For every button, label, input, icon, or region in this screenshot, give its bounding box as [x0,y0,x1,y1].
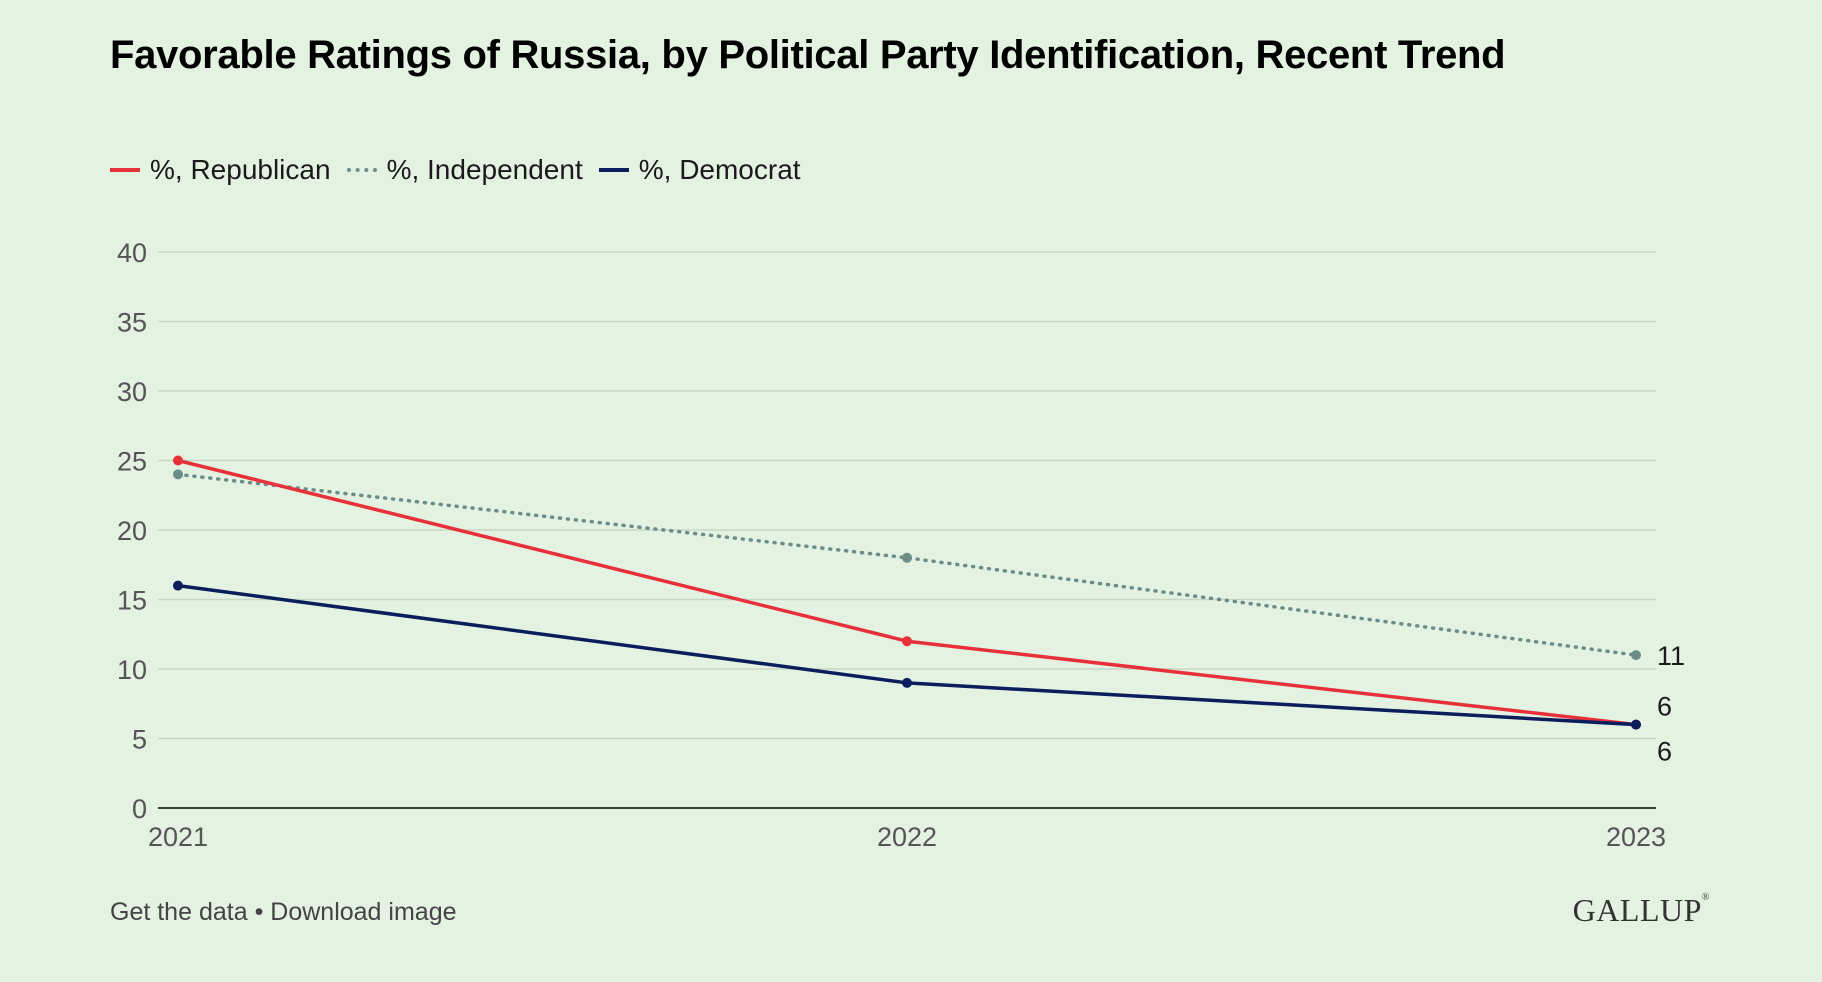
legend-item-republican: %, Republican [110,154,331,186]
gallup-logo: GALLUP® [1573,892,1710,929]
y-tick-label-25: 25 [117,447,147,477]
footer-separator: • [254,898,264,926]
y-tick-label-0: 0 [132,794,147,824]
data-point-republican-2022 [902,636,912,647]
legend-label-independent: %, Independent [386,154,583,185]
end-label-independent: 11 [1657,641,1685,671]
end-label-democrat: 6 [1657,737,1672,767]
gallup-logo-text: GALLUP [1572,892,1702,928]
legend-item-democrat: %, Democrat [598,154,801,186]
chart-title: Favorable Ratings of Russia, by Politica… [110,33,1506,77]
legend-swatch-independent [346,168,377,172]
data-point-independent-2021 [173,469,183,480]
data-point-independent-2023 [1631,650,1641,661]
y-tick-label-5: 5 [132,725,147,755]
data-point-republican-2021 [173,455,183,466]
x-tick-label-2022: 2022 [877,822,937,852]
footer-links: Get the data • Download image [110,898,457,927]
data-point-independent-2022 [902,552,912,563]
y-tick-label-10: 10 [117,655,147,685]
x-tick-label-2023: 2023 [1606,822,1666,852]
y-tick-label-15: 15 [117,586,147,616]
get-data-link[interactable]: Get the data [110,898,248,926]
legend-swatch-republican [110,168,140,172]
series-line-independent [176,472,1638,657]
chart-legend: %, Republican %, Independent %, Democrat [110,152,817,188]
legend-label-democrat: %, Democrat [638,154,801,185]
logo-mark: ® [1701,892,1710,903]
end-label-republican: 6 [1657,692,1672,722]
x-tick-label-2021: 2021 [148,822,208,852]
legend-label-republican: %, Republican [150,154,331,185]
legend-item-independent: %, Independent [346,154,583,186]
data-point-democrat-2022 [902,677,912,688]
y-tick-label-40: 40 [117,238,147,268]
download-image-link[interactable]: Download image [270,898,457,926]
series-line-democrat [176,583,1638,727]
y-tick-label-20: 20 [117,516,147,546]
legend-swatch-democrat [598,168,629,172]
y-tick-label-35: 35 [117,308,147,338]
data-point-democrat-2023 [1631,719,1641,730]
y-tick-label-30: 30 [117,377,147,407]
data-point-democrat-2021 [173,580,183,591]
